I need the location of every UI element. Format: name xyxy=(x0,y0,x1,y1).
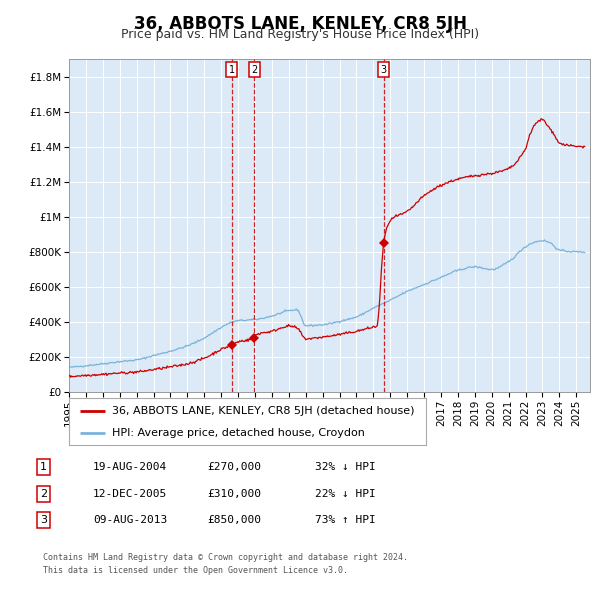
Text: 22% ↓ HPI: 22% ↓ HPI xyxy=(315,489,376,499)
Text: 1: 1 xyxy=(40,463,47,472)
Text: 2: 2 xyxy=(40,489,47,499)
Text: 1: 1 xyxy=(229,64,235,74)
Text: 12-DEC-2005: 12-DEC-2005 xyxy=(93,489,167,499)
Text: Price paid vs. HM Land Registry's House Price Index (HPI): Price paid vs. HM Land Registry's House … xyxy=(121,28,479,41)
Text: 3: 3 xyxy=(40,516,47,525)
Text: 73% ↑ HPI: 73% ↑ HPI xyxy=(315,516,376,525)
Text: 36, ABBOTS LANE, KENLEY, CR8 5JH: 36, ABBOTS LANE, KENLEY, CR8 5JH xyxy=(133,15,467,34)
Text: 2: 2 xyxy=(251,64,257,74)
Text: 32% ↓ HPI: 32% ↓ HPI xyxy=(315,463,376,472)
Text: £270,000: £270,000 xyxy=(207,463,261,472)
Text: 09-AUG-2013: 09-AUG-2013 xyxy=(93,516,167,525)
Text: 36, ABBOTS LANE, KENLEY, CR8 5JH (detached house): 36, ABBOTS LANE, KENLEY, CR8 5JH (detach… xyxy=(112,406,415,416)
Text: £310,000: £310,000 xyxy=(207,489,261,499)
Text: Contains HM Land Registry data © Crown copyright and database right 2024.
This d: Contains HM Land Registry data © Crown c… xyxy=(43,553,408,575)
Text: HPI: Average price, detached house, Croydon: HPI: Average price, detached house, Croy… xyxy=(112,428,365,438)
Text: £850,000: £850,000 xyxy=(207,516,261,525)
Text: 19-AUG-2004: 19-AUG-2004 xyxy=(93,463,167,472)
Text: 3: 3 xyxy=(380,64,386,74)
